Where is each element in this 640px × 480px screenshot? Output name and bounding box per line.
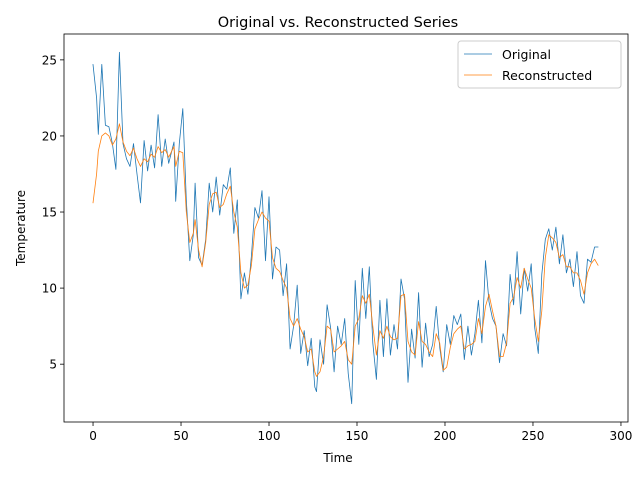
legend: Original Reconstructed [457, 40, 622, 89]
legend-label-original: Original [502, 47, 551, 62]
x-tick-label: 300 [610, 429, 633, 443]
x-axis-label: Time [322, 451, 352, 465]
chart-title: Original vs. Reconstructed Series [218, 15, 458, 31]
y-axis-label: Temperature [14, 190, 28, 267]
x-tick-label: 50 [173, 429, 188, 443]
plot-area [63, 33, 629, 423]
series-layer [92, 51, 599, 405]
y-tick-label: 5 [49, 358, 57, 372]
legend-box [457, 40, 622, 89]
y-tick-label: 25 [42, 53, 57, 67]
x-tick-label: 0 [89, 429, 97, 443]
x-axis: 0 50 100 150 200 250 300 [89, 422, 632, 443]
x-tick-label: 250 [522, 429, 545, 443]
series-line-original [92, 51, 599, 405]
legend-label-reconstructed: Reconstructed [502, 68, 592, 83]
y-tick-label: 15 [42, 206, 57, 220]
y-axis: 5 10 15 20 25 [42, 53, 64, 372]
x-tick-label: 200 [434, 429, 457, 443]
series-line-reconstructed [92, 123, 599, 377]
x-tick-label: 150 [346, 429, 369, 443]
x-tick-label: 100 [258, 429, 281, 443]
y-tick-label: 10 [42, 282, 57, 296]
y-tick-label: 20 [42, 129, 57, 143]
